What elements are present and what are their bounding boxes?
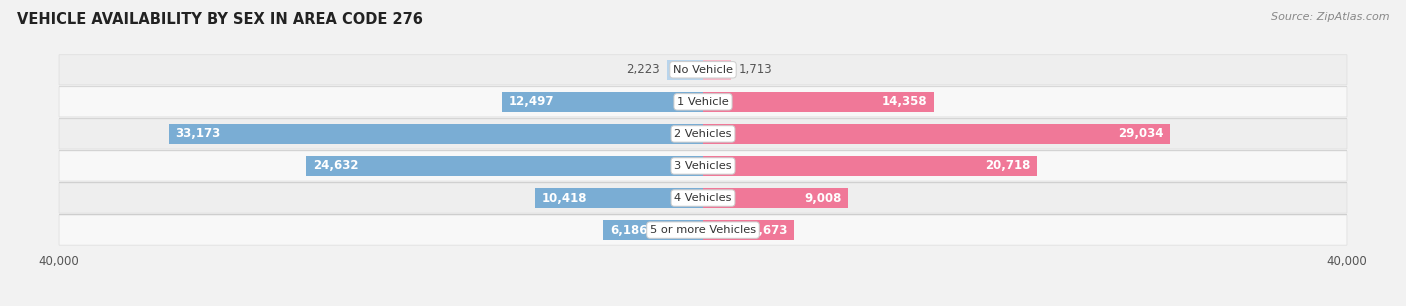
Bar [169, 124, 703, 144]
Text: 6,186: 6,186 [610, 224, 647, 237]
Text: 1,713: 1,713 [738, 63, 772, 76]
Text: 24,632: 24,632 [314, 159, 359, 173]
FancyBboxPatch shape [59, 183, 1347, 213]
Text: 29,034: 29,034 [1118, 127, 1164, 140]
Text: 2,223: 2,223 [626, 63, 659, 76]
Bar [703, 188, 848, 208]
Text: 2 Vehicles: 2 Vehicles [675, 129, 731, 139]
Text: 20,718: 20,718 [984, 159, 1031, 173]
Bar [668, 60, 703, 80]
FancyBboxPatch shape [59, 215, 1347, 245]
Text: 4 Vehicles: 4 Vehicles [675, 193, 731, 203]
FancyBboxPatch shape [59, 87, 1347, 117]
Bar [307, 156, 703, 176]
FancyBboxPatch shape [59, 151, 1347, 181]
Text: 12,497: 12,497 [508, 95, 554, 108]
Text: 5,673: 5,673 [751, 224, 787, 237]
Text: 3 Vehicles: 3 Vehicles [675, 161, 731, 171]
Text: 33,173: 33,173 [176, 127, 221, 140]
FancyBboxPatch shape [59, 55, 1347, 85]
Text: VEHICLE AVAILABILITY BY SEX IN AREA CODE 276: VEHICLE AVAILABILITY BY SEX IN AREA CODE… [17, 12, 423, 27]
Bar [703, 156, 1036, 176]
Bar [703, 60, 731, 80]
Bar [703, 92, 934, 112]
Bar [536, 188, 703, 208]
Text: Source: ZipAtlas.com: Source: ZipAtlas.com [1271, 12, 1389, 22]
Text: 9,008: 9,008 [804, 192, 842, 204]
Text: 14,358: 14,358 [882, 95, 928, 108]
Bar [703, 124, 1170, 144]
Bar [703, 220, 794, 240]
Text: No Vehicle: No Vehicle [673, 65, 733, 75]
FancyBboxPatch shape [59, 119, 1347, 149]
Text: 1 Vehicle: 1 Vehicle [678, 97, 728, 107]
Text: 5 or more Vehicles: 5 or more Vehicles [650, 225, 756, 235]
Bar [502, 92, 703, 112]
Text: 10,418: 10,418 [541, 192, 588, 204]
Bar [603, 220, 703, 240]
